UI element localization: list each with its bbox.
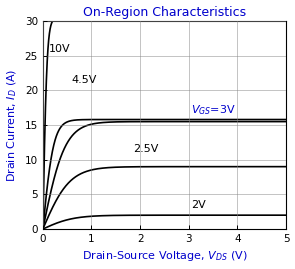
Title: On-Region Characteristics: On-Region Characteristics [83, 6, 246, 19]
Text: $V_{GS}$=3V: $V_{GS}$=3V [191, 103, 236, 117]
Text: 10V: 10V [49, 44, 71, 54]
X-axis label: Drain-Source Voltage, $V_{DS}$ (V): Drain-Source Voltage, $V_{DS}$ (V) [82, 249, 247, 263]
Text: 2.5V: 2.5V [133, 144, 158, 154]
Y-axis label: Drain Current, $I_D$ (A): Drain Current, $I_D$ (A) [6, 68, 19, 182]
Text: 2V: 2V [191, 200, 206, 210]
Text: 4.5V: 4.5V [71, 75, 96, 85]
